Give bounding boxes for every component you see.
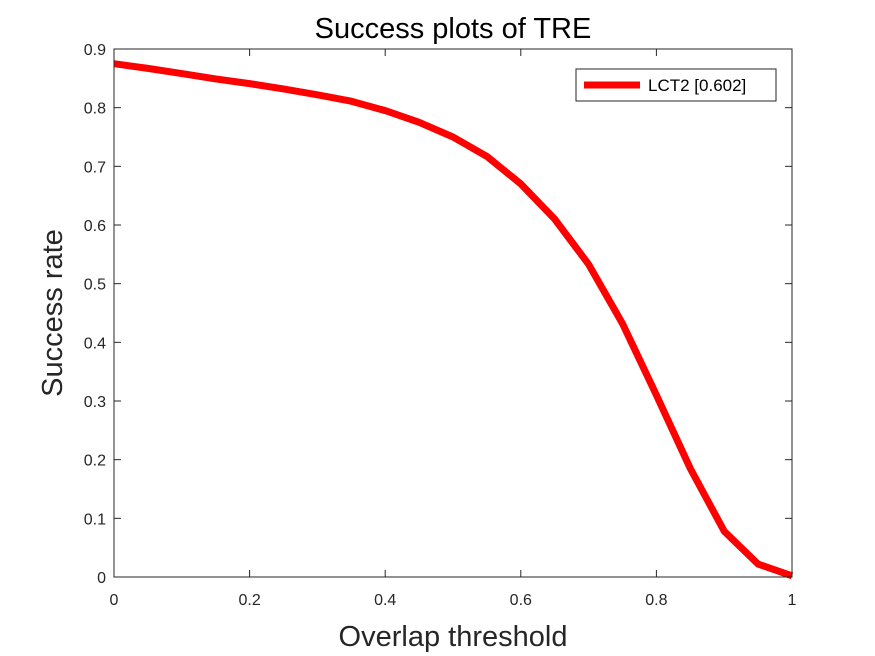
series-line-lct2 bbox=[113, 60, 794, 580]
x-axis-title: Overlap threshold bbox=[339, 621, 568, 653]
y-tick-label: 0.1 bbox=[84, 511, 106, 528]
y-tick-label: 0.6 bbox=[84, 218, 106, 235]
plot-frame bbox=[113, 48, 793, 578]
x-tick-label: 1 bbox=[788, 592, 797, 609]
y-tick-label: 0 bbox=[97, 570, 106, 587]
legend-label-lct2: LCT2 [0.602] bbox=[648, 76, 746, 95]
y-tick-label: 0.2 bbox=[84, 453, 106, 470]
axis-ticks: 0 0.2 0.4 0.6 0.8 1 0 0.1 0.2 0.3 0.4 0.5 0.6 0.7 0.8 0… bbox=[84, 42, 797, 609]
y-tick-label: 0.4 bbox=[84, 335, 106, 352]
y-tick-label: 0.5 bbox=[84, 277, 106, 294]
y-tick-label: 0.9 bbox=[84, 42, 106, 59]
plot-area bbox=[114, 49, 792, 577]
y-tick-label: 0.8 bbox=[84, 101, 106, 118]
x-tick-label: 0.6 bbox=[510, 592, 532, 609]
chart-title: Success plots of TRE bbox=[315, 13, 592, 45]
x-tick-label: 0.2 bbox=[238, 592, 260, 609]
y-tick-label: 0.3 bbox=[84, 394, 106, 411]
x-tick-label: 0 bbox=[110, 592, 119, 609]
x-tick-label: 0.8 bbox=[645, 592, 667, 609]
series-layer bbox=[113, 60, 794, 580]
y-axis-title: Success rate bbox=[37, 229, 69, 397]
x-tick-label: 0.4 bbox=[374, 592, 396, 609]
y-tick-label: 0.7 bbox=[84, 159, 106, 176]
legend: LCT2 [0.602] bbox=[575, 68, 777, 102]
